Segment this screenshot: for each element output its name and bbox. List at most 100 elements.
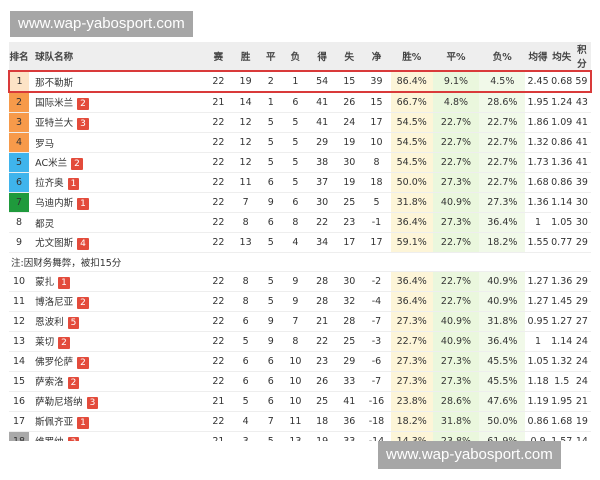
stat: 5 (258, 152, 283, 173)
stat: 47.6% (479, 391, 526, 412)
team-name: 博洛尼亚 (35, 297, 74, 308)
stat: 5 (258, 232, 283, 253)
stat: 29 (572, 291, 591, 312)
stat: 39 (362, 70, 391, 93)
standings-table: 排名 球队名称赛胜平负得失净胜% 平% 负% 均得 均失 积分 1 那不勒斯 22 19 2 1 54 1… (8, 42, 592, 441)
stat: 40.9% (479, 271, 526, 292)
stat: 36.4% (390, 291, 433, 312)
stat: 1 (258, 92, 283, 113)
team-row: 13 莱切 2 22 5 9 8 22 25 -3 22.7% 40.9% 36.4% 1 1.14 24 (9, 331, 591, 352)
stat: 5 (258, 132, 283, 153)
stat: 2.45 (525, 70, 551, 93)
team-row: 9 尤文图斯 4 22 13 5 4 34 17 17 59.1% 22.7% 18.2% 1.55 0.7… (9, 232, 591, 253)
stat: 14 (232, 92, 259, 113)
stat: 17 (362, 232, 391, 253)
stat: 5 (258, 271, 283, 292)
team-name: 斯佩齐亚 (35, 417, 74, 428)
stat: 28 (336, 311, 363, 332)
stat: 8 (282, 331, 309, 352)
stat: 5 (282, 132, 309, 153)
stat: 17 (336, 232, 363, 253)
header-cell: 净 (362, 42, 391, 71)
header-cell: 负 (282, 42, 309, 71)
stat: 5 (282, 172, 309, 193)
stat: 22.7% (432, 132, 480, 153)
stat: 6 (258, 391, 283, 412)
stat: 11 (282, 411, 309, 432)
team-name: 都灵 (35, 218, 55, 230)
stat: 86.4% (390, 70, 433, 93)
stat: 28 (308, 271, 337, 292)
stat: 13 (232, 232, 259, 253)
stat: 1.68 (550, 411, 573, 432)
stat: 10 (282, 371, 309, 392)
header-cell: 排名 (9, 42, 30, 71)
stat: 45.5% (479, 351, 526, 372)
team-cell: 蒙扎 1 (29, 271, 205, 292)
team-cell: 乌迪内斯 1 (29, 192, 205, 213)
stat: 22.7% (432, 232, 480, 253)
stat: 22 (204, 351, 233, 372)
stat: 18.2% (479, 232, 526, 253)
stat: 14 (572, 431, 591, 441)
stat: 34 (308, 232, 337, 253)
watermark: www.wap-yabosport.com (378, 441, 561, 469)
stat: 19 (336, 132, 363, 153)
stat: 5 (258, 431, 283, 441)
stat: 3 (232, 431, 259, 441)
header-cell: 失 (336, 42, 363, 71)
team-cell: AC米兰 2 (29, 152, 205, 173)
stat: 22.7% (390, 331, 433, 352)
stat: 28.6% (479, 92, 526, 113)
stat: 50.0% (390, 172, 433, 193)
stat: -1 (362, 212, 391, 233)
header-cell: 胜 (232, 42, 259, 71)
stat: 59 (572, 70, 592, 93)
stat: 39 (572, 172, 591, 193)
stat: 36.4% (390, 212, 433, 233)
stat: 28.6% (432, 391, 480, 412)
rank: 9 (9, 232, 30, 253)
stat: -14 (362, 431, 391, 441)
stat: 22 (204, 212, 233, 233)
stat: 6 (258, 371, 283, 392)
team-row: 12 恩波利 5 22 6 9 7 21 28 -7 27.3% 40.9% 31.8% 0.95 1.27… (9, 311, 591, 332)
stat: 22.7% (432, 152, 480, 173)
team-cell: 那不勒斯 (29, 70, 205, 93)
stat: 1.36 (550, 271, 573, 292)
badge: 5 (67, 317, 80, 329)
stat: 22 (204, 172, 233, 193)
stat: 38 (308, 152, 337, 173)
team-name: 莱切 (35, 337, 55, 348)
stat: 9 (282, 271, 309, 292)
team-cell: 拉齐奥 1 (29, 172, 205, 193)
rank: 12 (9, 311, 30, 332)
stat: 8 (232, 212, 259, 233)
table-body: 1 那不勒斯 22 19 2 1 54 15 39 86.4% 9.1% 4.5% 2.45 0.68 59… (8, 70, 592, 441)
stat: 7 (282, 311, 309, 332)
badge: 1 (77, 198, 89, 210)
badge: 2 (77, 98, 89, 110)
stat: 22.7% (432, 271, 480, 292)
header-cell: 赛 (204, 42, 233, 71)
team-cell: 尤文图斯 4 (29, 232, 205, 253)
rank: 18 (9, 431, 30, 441)
stat: 22.7% (479, 112, 526, 133)
stat: 25 (336, 192, 363, 213)
badge: 2 (71, 158, 83, 170)
rank: 15 (9, 371, 30, 392)
stat: 22 (308, 331, 337, 352)
team-name: 拉齐奥 (35, 178, 64, 189)
stat: 4 (282, 232, 309, 253)
stat: 22 (204, 271, 233, 292)
team-name: 萨勒尼塔纳 (35, 397, 83, 408)
stat: 11 (232, 172, 259, 193)
standings: 排名 球队名称赛胜平负得失净胜% 平% 负% 均得 均失 积分 1 那不勒斯 22 19 2 1 54 1… (8, 42, 592, 441)
stat: 1.14 (550, 331, 573, 352)
stat: 17 (362, 112, 391, 133)
header-cell: 均得 (525, 42, 551, 71)
stat: 41 (572, 112, 591, 133)
stat: 0.86 (550, 132, 573, 153)
team-name: 国际米兰 (35, 98, 74, 109)
team-row: 16 萨勒尼塔纳 3 21 5 6 10 25 41 -16 23.8% 28.6% 47.6% 1.19… (9, 391, 591, 412)
